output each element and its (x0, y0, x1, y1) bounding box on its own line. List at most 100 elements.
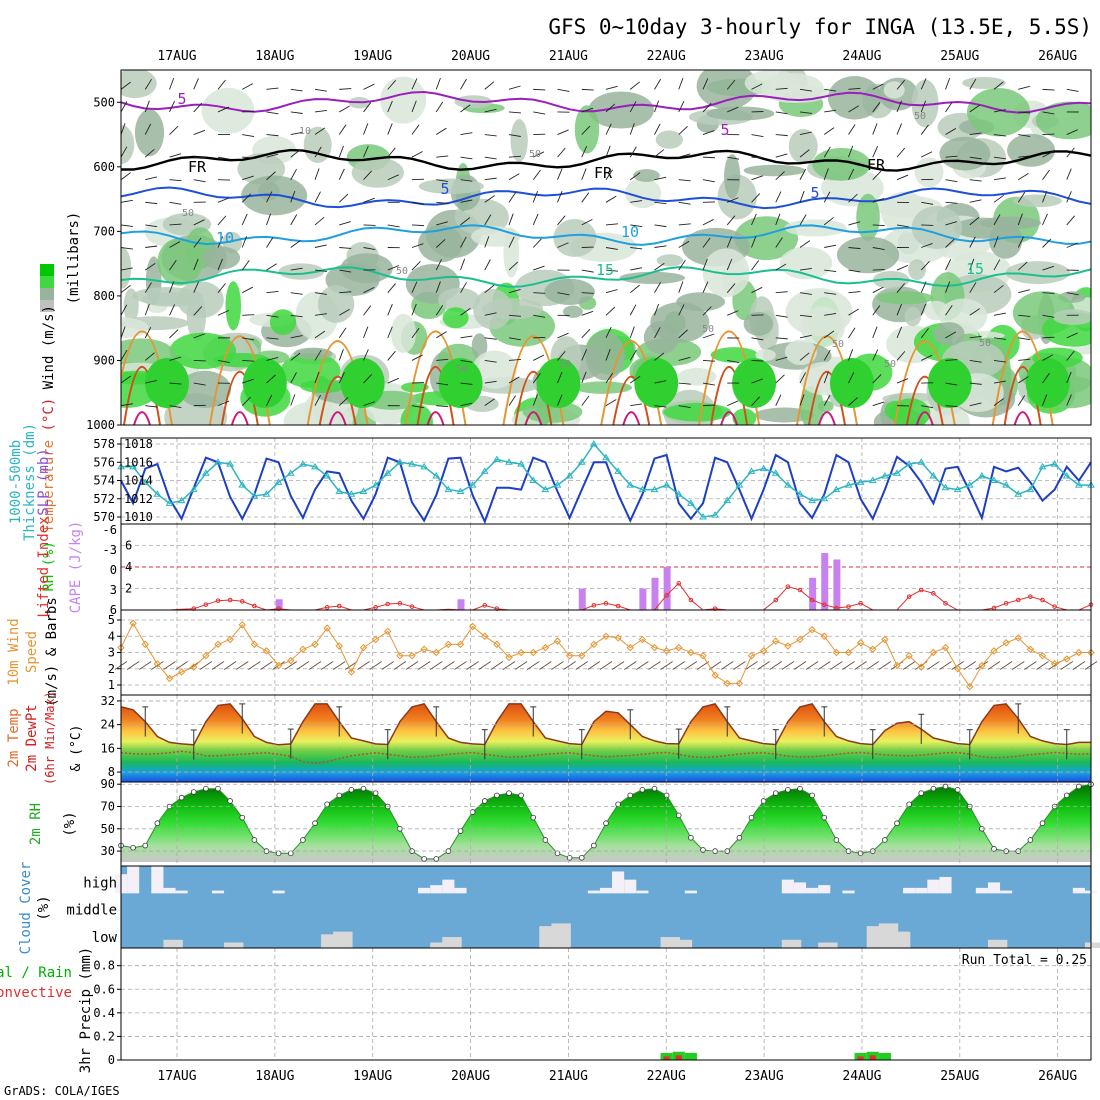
wind-speed-point (832, 648, 841, 657)
wind-barb (266, 394, 273, 406)
wind-barb (121, 224, 133, 227)
tick-label: 800 (93, 289, 115, 303)
wind-barb (605, 372, 614, 384)
wind-barb (945, 281, 951, 293)
thickness-point (286, 469, 295, 476)
rh-point (215, 785, 221, 792)
wind-speed-point (335, 642, 343, 650)
wind-barb (533, 151, 545, 158)
wind-barb (945, 305, 953, 316)
wind-barb (242, 337, 255, 341)
wind-barb (1042, 336, 1055, 339)
wind-barb (605, 169, 613, 180)
wind-barb (193, 306, 203, 316)
wind-barb (266, 171, 276, 181)
wind-speed-point (432, 648, 440, 657)
wind-barb (266, 153, 279, 158)
top-date-axis: 17AUG 18AUG 19AUG 20AUG 21AUG 22AUG 23AUG 24AUG… (157, 49, 1077, 64)
wind-barb (945, 77, 951, 90)
wind-barb (169, 100, 175, 113)
wind-barb (654, 123, 661, 135)
wind-barb (799, 334, 812, 339)
wind-barb (896, 283, 905, 293)
wind-barb (605, 269, 618, 272)
wind-barb (629, 146, 637, 158)
tick-label: 600 (93, 160, 115, 174)
tick-label: 576 (93, 455, 115, 469)
wind-speed-point (650, 643, 659, 652)
wind-barb (896, 264, 909, 271)
wind-barb (290, 111, 303, 114)
wind-barb (1090, 314, 1091, 316)
thickness-point (214, 458, 222, 465)
wind-barb (799, 168, 807, 180)
rh-shading-cell (562, 305, 583, 318)
wind-barb (630, 224, 643, 228)
wind-barb (654, 100, 660, 113)
wind-barb (557, 394, 563, 406)
wind-barb (1090, 111, 1091, 112)
wind-barb (217, 309, 230, 316)
rh-shading-cell (1013, 194, 1063, 208)
wind-barb (872, 102, 881, 113)
wind-barb (848, 308, 859, 316)
contour-label: 50 (832, 339, 844, 350)
wind-barb (702, 306, 712, 316)
wind-barb (557, 371, 563, 384)
wind-speed-point (953, 665, 962, 673)
wind-barb (557, 191, 563, 203)
wind-barb (993, 109, 1006, 113)
wind-barb (144, 123, 152, 135)
wind-barb (678, 100, 685, 113)
wind-barb (314, 292, 327, 295)
wind-barb (727, 400, 739, 407)
wind-barb (727, 156, 740, 160)
wind-barb (387, 350, 396, 361)
wind-barb (799, 149, 810, 158)
rh-shading-cell (856, 193, 880, 242)
wind-barb (824, 312, 837, 316)
rh-point (300, 837, 306, 843)
cloud-label: Cloud Cover (18, 862, 34, 955)
wind-barb (969, 282, 977, 293)
rh-shading-cell (827, 75, 882, 120)
wind-barb (920, 303, 927, 316)
wind-barb (169, 329, 179, 339)
cloud-high-bar (211, 890, 225, 894)
rh-shading-cell (471, 333, 488, 360)
cape-label: CAPE (J/kg) (68, 521, 84, 614)
wind-barb (411, 124, 420, 135)
temp-contour-line (121, 186, 1091, 210)
rh-shading-cell (696, 70, 757, 110)
wind-barb (460, 402, 473, 407)
rh-point (421, 856, 427, 862)
wind-barb (702, 78, 709, 90)
rh-shading-cell (201, 87, 255, 134)
wind-barb (781, 661, 795, 670)
cloud-low-bar (442, 937, 462, 948)
precip-convective-bar (663, 1056, 670, 1060)
wind-barb (169, 201, 182, 205)
wind-barb (830, 661, 843, 670)
date-label: 18AUG (255, 49, 294, 64)
cloud-high-bar (624, 879, 637, 894)
rh-point (542, 837, 549, 843)
wind-barb (921, 151, 933, 158)
wind-barb (411, 281, 418, 293)
wind-barb (599, 661, 613, 670)
wind-barb (927, 661, 940, 670)
wind-barb (993, 312, 1006, 316)
rh-point (433, 856, 440, 862)
wind-barb (508, 261, 519, 271)
wind-barb (284, 661, 297, 670)
wind-barb (387, 377, 399, 384)
wind-barb (211, 661, 225, 670)
dewpt-label: 2m DewPt (24, 704, 40, 771)
contour-label: 50 (529, 149, 541, 160)
li-point (918, 587, 924, 593)
cloud-high-bar (1000, 890, 1013, 894)
wind-barb (751, 260, 760, 271)
wind-barb (411, 224, 425, 227)
contour-label: 50 (396, 266, 408, 277)
wind-barb (775, 153, 788, 158)
